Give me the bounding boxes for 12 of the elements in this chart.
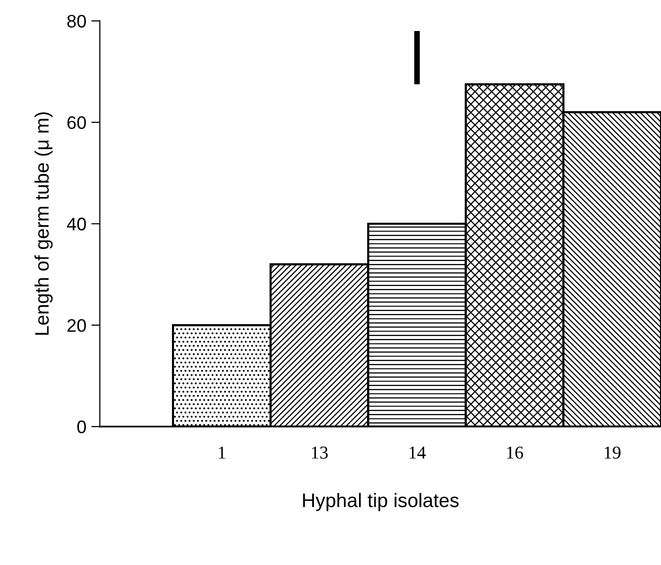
x-tick-label: 19	[604, 446, 620, 459]
x-axis-title: Hyphal tip isolates	[303, 492, 459, 512]
x-tick-label: 1	[218, 446, 226, 459]
y-tick-label: 60	[67, 116, 86, 130]
y-axis-title: Length of germ tube (μ m)	[34, 112, 53, 335]
x-tick-label: 16	[507, 446, 524, 459]
x-tick-label: 14	[410, 446, 426, 459]
x-tick-label: 13	[312, 446, 328, 459]
y-tick-label: 20	[67, 319, 86, 332]
y-tick-label: 80	[67, 14, 86, 28]
y-tick-label: 0	[77, 420, 86, 434]
y-tick-label: 40	[66, 218, 86, 230]
